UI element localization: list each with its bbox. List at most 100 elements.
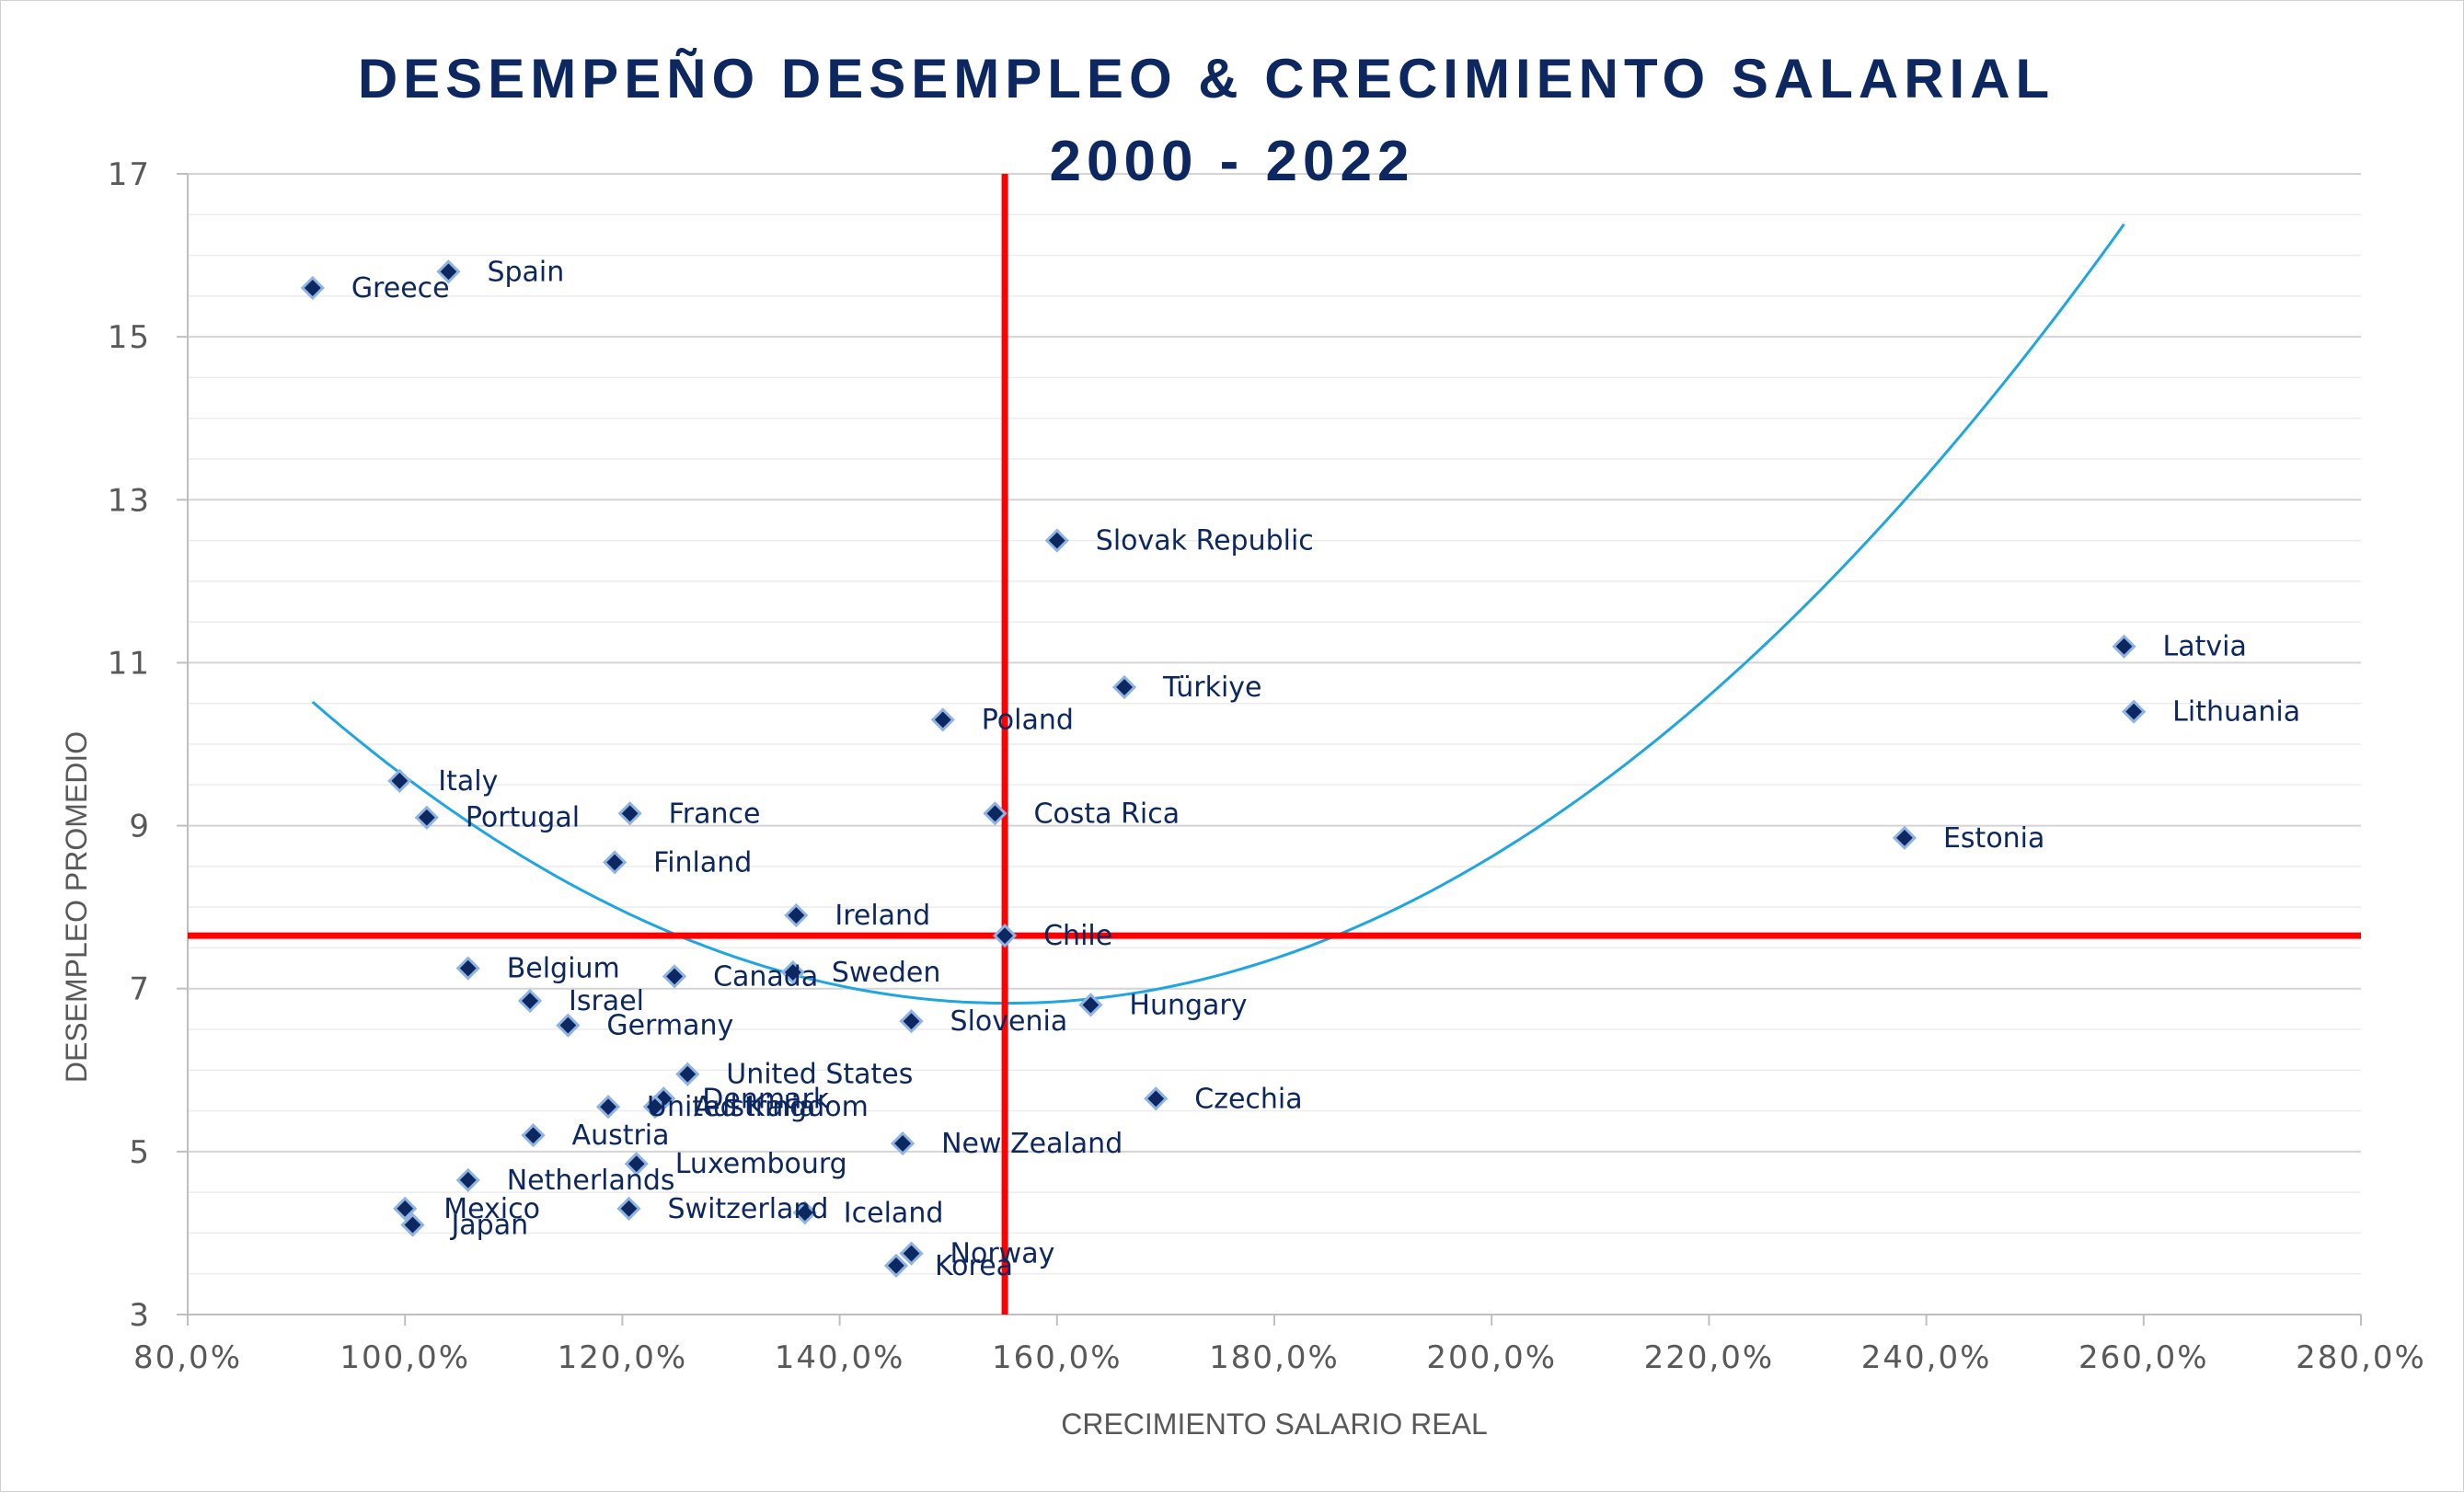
x-axis-title: CRECIMIENTO SALARIO REAL	[1061, 1407, 1488, 1441]
gridlines	[188, 173, 2361, 1275]
point-label-lithuania: Lithuania	[2172, 696, 2300, 729]
point-label-korea: Korea	[935, 1250, 1013, 1282]
data-point-lithuania	[2122, 699, 2147, 724]
point-label-italy: Italy	[438, 765, 498, 798]
data-point-italy	[387, 768, 412, 793]
data-point-germany	[556, 1013, 581, 1038]
point-label-slovak-republic: Slovak Republic	[1096, 525, 1314, 557]
point-label-hungary: Hungary	[1129, 989, 1247, 1021]
point-label-mexico: Mexico	[443, 1193, 540, 1225]
point-label-greece: Greece	[351, 272, 450, 304]
x-tick-label: 100,0%	[340, 1339, 470, 1376]
chart-title-line-1: DESEMPEÑO DESEMPLEO & CRECIMIENTO SALARI…	[358, 48, 2055, 109]
point-label-israel: Israel	[569, 985, 644, 1017]
point-labels: Greece Spain Slovak Republic Latvia Türkiye L…	[351, 256, 2300, 1282]
point-label-slovenia: Slovenia	[950, 1005, 1068, 1038]
data-point-canada	[662, 964, 687, 989]
data-point-greece	[300, 275, 325, 301]
data-point-mexico	[393, 1196, 418, 1221]
point-label-finland: Finland	[653, 846, 752, 879]
data-point-netherlands	[455, 1167, 480, 1192]
x-tick-label: 280,0%	[2296, 1339, 2426, 1376]
point-label-new-zealand: New Zealand	[941, 1128, 1123, 1160]
x-tick-label: 180,0%	[1209, 1339, 1340, 1376]
point-label-canada: Canada	[713, 960, 818, 993]
data-point-luxembourg	[624, 1152, 649, 1177]
data-point-estonia	[1892, 825, 1917, 850]
x-tick-label: 140,0%	[775, 1339, 905, 1376]
data-point-france	[617, 801, 642, 826]
y-tick-label: 13	[108, 482, 151, 519]
y-tick-label: 5	[129, 1134, 151, 1171]
point-label-france: France	[669, 798, 761, 830]
data-points	[300, 259, 2147, 1278]
data-point-spain	[436, 259, 461, 284]
data-point-ireland	[784, 902, 809, 928]
point-label-sweden: Sweden	[832, 957, 941, 989]
point-label-germany: Germany	[606, 1010, 733, 1042]
point-label-luxembourg: Luxembourg	[675, 1148, 847, 1180]
data-point-switzerland	[616, 1196, 641, 1221]
chart-title-line-2: 2000 - 2022	[1050, 130, 1415, 193]
data-point-australia	[642, 1095, 667, 1120]
data-point-israel	[517, 988, 543, 1014]
point-label-norway: Norway	[950, 1238, 1055, 1270]
data-point-portugal	[414, 805, 439, 830]
x-tick-label: 80,0%	[133, 1339, 242, 1376]
data-point-korea	[883, 1253, 909, 1278]
point-label-australia: Australia	[694, 1091, 816, 1123]
data-point-japan	[400, 1212, 425, 1237]
data-point-new-zealand	[890, 1131, 915, 1156]
point-label-chile: Chile	[1043, 920, 1112, 952]
point-label-czechia: Czechia	[1194, 1083, 1302, 1115]
data-point-slovak-republic	[1044, 528, 1069, 553]
data-point-hungary	[1078, 993, 1103, 1017]
data-point-latvia	[2112, 634, 2136, 659]
y-axis-title: DESEMPLEO PROMEDIO	[60, 731, 93, 1083]
data-point-poland	[930, 707, 955, 732]
data-point-united-states	[675, 1062, 700, 1086]
point-label-austria: Austria	[572, 1120, 670, 1152]
point-label-latvia: Latvia	[2163, 631, 2247, 663]
point-label-portugal: Portugal	[466, 802, 580, 834]
data-point-t-rkiye	[1111, 674, 1137, 700]
y-tick-label: 7	[129, 971, 151, 1008]
data-point-belgium	[455, 956, 480, 981]
data-point-czechia	[1144, 1086, 1169, 1111]
point-label-t-rkiye: Türkiye	[1162, 672, 1261, 704]
point-label-switzerland: Switzerland	[667, 1193, 828, 1225]
y-tick-label: 15	[108, 319, 151, 356]
data-point-austria	[521, 1123, 546, 1148]
data-point-norway	[899, 1241, 924, 1266]
y-tick-label: 11	[108, 645, 151, 682]
point-label-belgium: Belgium	[507, 953, 620, 985]
x-tick-label: 200,0%	[1426, 1339, 1557, 1376]
point-label-estonia: Estonia	[1943, 822, 2044, 855]
x-tick-label: 240,0%	[1861, 1339, 1992, 1376]
point-label-denmark: Denmark	[702, 1083, 830, 1115]
point-label-costa-rica: Costa Rica	[1033, 798, 1180, 830]
tick-labels: 80,0% 100,0% 120,0% 140,0% 160,0% 180,0% 200,0…	[108, 156, 2426, 1376]
data-point-costa-rica	[983, 801, 1007, 826]
data-point-united-kingdom	[595, 1095, 621, 1120]
point-label-ireland: Ireland	[835, 900, 930, 932]
data-point-slovenia	[899, 1009, 924, 1034]
point-label-united-kingdom: United Kingdom	[647, 1091, 869, 1123]
data-point-finland	[603, 850, 628, 875]
x-tick-label: 160,0%	[992, 1339, 1123, 1376]
data-point-sweden	[780, 959, 805, 985]
y-tick-label: 3	[129, 1297, 151, 1334]
point-label-spain: Spain	[487, 256, 564, 288]
point-label-poland: Poland	[982, 704, 1074, 736]
x-tick-label: 220,0%	[1644, 1339, 1775, 1376]
y-tick-label: 9	[129, 809, 151, 845]
x-tick-label: 260,0%	[2078, 1339, 2209, 1376]
point-label-netherlands: Netherlands	[507, 1165, 675, 1197]
data-point-chile	[992, 924, 1018, 948]
trendline	[311, 223, 2125, 1005]
point-label-united-states: United States	[726, 1059, 913, 1091]
point-label-japan: Japan	[449, 1210, 528, 1242]
x-tick-label: 120,0%	[558, 1339, 688, 1376]
